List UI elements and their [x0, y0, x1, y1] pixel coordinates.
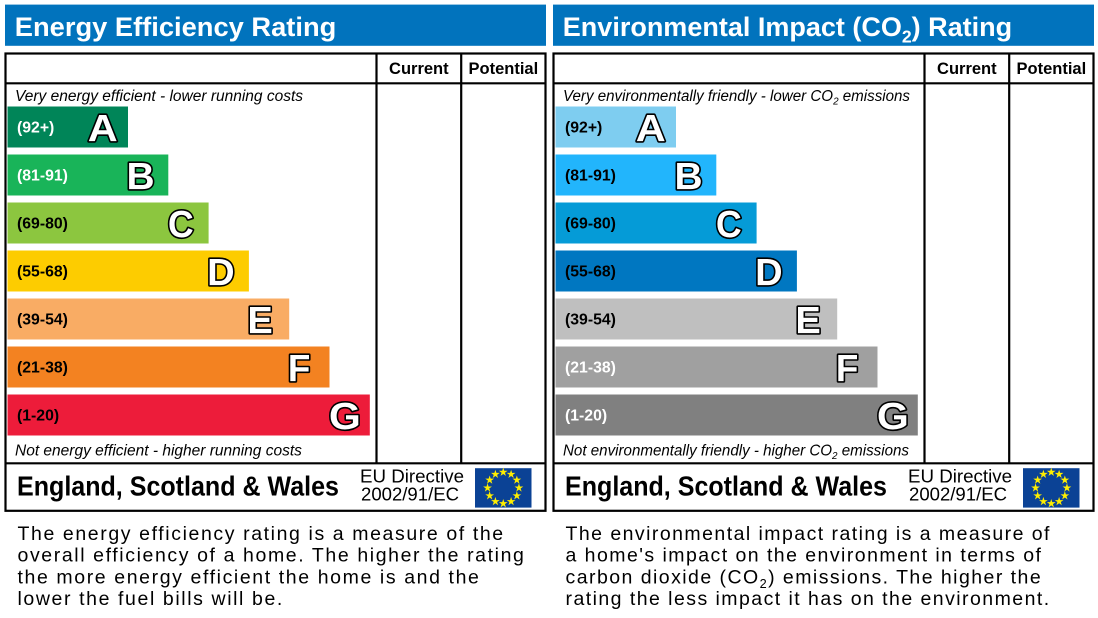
svg-text:EU Directive: EU Directive	[908, 467, 1012, 487]
svg-text:2002/91/EC: 2002/91/EC	[361, 485, 459, 505]
svg-text:Current: Current	[937, 60, 997, 78]
svg-text:Very energy efficient - lower: Very energy efficient - lower running co…	[15, 88, 303, 105]
svg-text:Not energy efficient - higher: Not energy efficient - higher running co…	[15, 442, 302, 459]
svg-text:(39-54): (39-54)	[565, 311, 616, 328]
svg-text:lower the fuel bills will be.: lower the fuel bills will be.	[18, 588, 284, 610]
svg-text:England, Scotland & Wales: England, Scotland & Wales	[565, 471, 887, 502]
svg-text:(1-20): (1-20)	[17, 407, 59, 424]
svg-text:(69-80): (69-80)	[565, 215, 616, 232]
svg-text:Not environmentally friendly -: Not environmentally friendly - higher CO…	[563, 442, 909, 462]
svg-text:(21-38): (21-38)	[565, 359, 616, 376]
svg-text:carbon dioxide (CO2​) emission: carbon dioxide (CO2​) emissions. The hig…	[566, 566, 1043, 591]
svg-text:(1-20): (1-20)	[565, 407, 607, 424]
svg-text:The energy efficiency rating i: The energy efficiency rating is a measur…	[18, 523, 505, 545]
svg-text:(69-80): (69-80)	[17, 215, 68, 232]
svg-text:(55-68): (55-68)	[17, 263, 68, 280]
svg-text:the more energy efficient the: the more energy efficient the home is an…	[18, 566, 481, 588]
svg-text:Potential: Potential	[1017, 60, 1087, 78]
svg-text:(92+): (92+)	[17, 119, 54, 136]
svg-text:England, Scotland & Wales: England, Scotland & Wales	[17, 471, 339, 502]
svg-text:(55-68): (55-68)	[565, 263, 616, 280]
svg-text:Potential: Potential	[469, 60, 539, 78]
svg-text:Environmental Impact (CO2​) Ra: Environmental Impact (CO2​) Rating	[563, 12, 1012, 47]
svg-text:Current: Current	[389, 60, 449, 78]
svg-text:Very environmentally friendly: Very environmentally friendly - lower CO…	[563, 88, 910, 108]
svg-text:a home's impact on the environ: a home's impact on the environment in te…	[566, 545, 1043, 567]
svg-text:(92+): (92+)	[565, 119, 602, 136]
svg-text:rating the less impact it has: rating the less impact it has on the env…	[566, 588, 1051, 610]
svg-text:overall efficiency of a home.: overall efficiency of a home. The higher…	[18, 545, 526, 567]
svg-text:(39-54): (39-54)	[17, 311, 68, 328]
svg-text:(81-91): (81-91)	[565, 167, 616, 184]
svg-text:2002/91/EC: 2002/91/EC	[909, 485, 1007, 505]
svg-text:The environmental impact ratin: The environmental impact rating is a mea…	[566, 523, 1051, 545]
svg-text:EU Directive: EU Directive	[360, 467, 464, 487]
svg-text:Energy Efficiency Rating: Energy Efficiency Rating	[15, 12, 337, 42]
svg-text:(21-38): (21-38)	[17, 359, 68, 376]
svg-text:(81-91): (81-91)	[17, 167, 68, 184]
